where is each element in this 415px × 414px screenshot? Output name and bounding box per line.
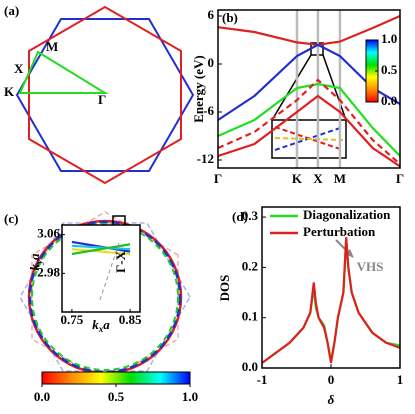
axis-label-part: x [98,324,104,334]
axis-label-part: a [27,253,42,260]
arrow-head [345,249,354,258]
plot-frame [261,206,401,369]
y-tick-label: 0.3 [242,208,259,223]
colorbar-label: 0.5 [108,389,125,404]
hexagon-red [28,5,182,185]
plot-frame [217,9,401,169]
panel-label: (a) [4,3,19,18]
hexagon-dashed [31,211,179,383]
x-tick-label: M [334,171,346,186]
series-line [71,244,131,251]
annotation: Γ-X [113,250,128,273]
contour [31,223,179,371]
inset-box [61,224,141,313]
x-tick-label: -1 [257,372,268,387]
legend-label: Diagonalization [303,207,391,222]
series-line [217,78,401,165]
axis-label-part: y [34,259,44,265]
axis-label: kxa [92,317,110,334]
y-tick-label: -12 [197,151,214,166]
series-line [217,82,401,157]
y-tick-label: 0 [208,55,215,70]
zoom-line [271,54,312,121]
y-tick-label: 3.06 [37,226,60,241]
colorbar-label: 1.0 [381,31,397,46]
colorbar-label: 1.0 [182,389,198,404]
legend-label: Perturbation [303,224,376,239]
series-line [261,237,401,364]
panel-label: (c) [4,211,18,226]
x-tick-label: X [313,171,323,186]
axis-label: kya [27,253,44,271]
x-tick-label: K [292,171,303,186]
series-line [71,248,131,256]
point-label: X [14,61,24,76]
y-tick-label: 6 [208,7,215,22]
axis-label: DOS [217,275,232,302]
axis-label-part: k [92,317,99,332]
colorbar-label: 0.5 [381,62,398,77]
x-tick-label: Γ [214,171,222,186]
colorbar-label: 0.0 [34,389,50,404]
point-label: Γ [98,92,106,107]
series-line [71,243,131,256]
panel-label: (d) [232,209,248,224]
annotation: VHS [357,259,384,274]
inset-line [274,137,344,141]
panel-label: (b) [222,10,238,25]
axis-label-part: k [27,264,42,271]
y-tick-label: -6 [203,103,214,118]
point-label: K [4,84,15,99]
x-tick-label: 0.85 [119,312,142,327]
axis-label: δ [328,392,335,407]
series-line [217,94,401,168]
colorbar [41,371,191,385]
path-triangle [18,50,109,94]
y-tick-label: 0.1 [242,309,258,324]
x-tick-label: Γ [396,171,404,186]
y-tick-label: 2.98 [37,264,60,279]
contour [28,220,182,374]
x-tick-label: 0 [328,372,335,387]
point-label: M [46,39,58,54]
hexagon-blue [15,18,195,172]
y-tick-label: 0.0 [242,359,258,374]
x-tick-label: 0.75 [61,312,84,327]
axis-label-part: a [103,317,110,332]
y-tick-label: 0.2 [242,258,258,273]
colorbar-label: 0.0 [381,93,397,108]
hexagon-dashed [19,222,191,372]
x-tick-label: 1 [397,372,404,387]
axis-label: Energy (eV) [191,55,206,123]
guide-line [99,239,121,301]
